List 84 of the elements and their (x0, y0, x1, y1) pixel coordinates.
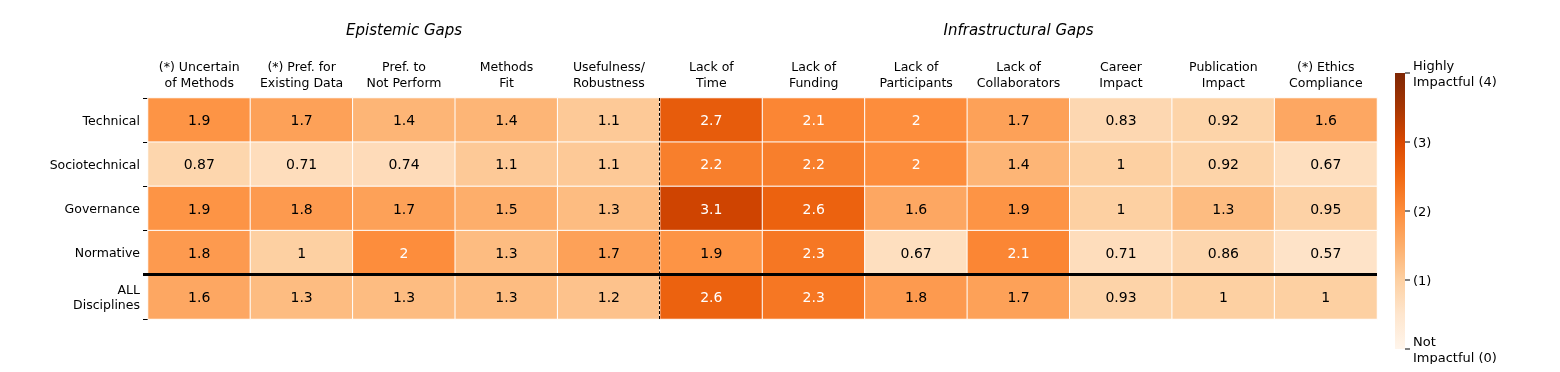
data-label: 1.7 (597, 244, 621, 261)
data-label: 1.6 (1314, 112, 1338, 129)
x-tick-label: Lack of Funding (788, 58, 839, 90)
data-label: 1 (1116, 156, 1126, 173)
data-label: 2.7 (700, 112, 723, 129)
x-tick-label: Lack of Collaborators (976, 58, 1061, 90)
data-label: 0.87 (183, 156, 215, 173)
data-label: 2.1 (1007, 244, 1030, 261)
data-label: 1.9 (188, 112, 211, 129)
data-label: 0.92 (1207, 156, 1239, 173)
data-label: 1.4 (1007, 156, 1030, 173)
data-label: 2.6 (802, 200, 825, 217)
data-label: 1.1 (597, 156, 621, 173)
color-bar-label: Highly Impactful (4) (1413, 57, 1497, 89)
data-label: 2.2 (802, 156, 825, 173)
color-bar-label: (3) (1413, 134, 1432, 150)
data-label: 1.3 (495, 288, 518, 305)
data-label: 1.1 (495, 156, 518, 173)
data-label: 1 (297, 244, 307, 261)
data-label: 2.6 (700, 288, 723, 305)
data-label: 3.1 (700, 200, 723, 217)
data-label: 0.71 (1105, 244, 1137, 261)
data-label: 1.7 (1007, 112, 1030, 129)
data-label: 1.7 (392, 200, 416, 217)
data-label: 0.93 (1105, 288, 1137, 305)
x-tick-label: Methods Fit (479, 58, 534, 90)
data-label: 2 (911, 112, 921, 129)
data-label: 2.3 (802, 244, 825, 261)
data-label: 0.67 (1310, 156, 1342, 173)
data-label: 1.2 (597, 288, 621, 305)
data-label: 1.6 (904, 200, 928, 217)
x-tick-label: Publication Impact (1189, 58, 1258, 90)
x-tick-label: Usefulness/ Robustness (572, 58, 646, 90)
data-label: 1 (1321, 288, 1331, 305)
x-tick-label: (*) Pref. for Existing Data (259, 58, 344, 90)
data-label: 1.3 (392, 288, 416, 305)
data-label: 0.57 (1310, 244, 1342, 261)
data-label: 1.4 (495, 112, 518, 129)
data-label: 0.92 (1207, 112, 1239, 129)
y-tick-label: ALL Disciplines (73, 281, 141, 312)
data-label: 1 (1218, 288, 1228, 305)
data-label: 0.71 (286, 156, 318, 173)
data-label: 0.86 (1207, 244, 1240, 261)
y-tick-label: Sociotechnical (49, 156, 140, 172)
color-bar-label: (1) (1413, 272, 1432, 288)
x-tick-label: (*) Uncertain of Methods (158, 58, 240, 90)
data-label: 2.1 (802, 112, 825, 129)
data-label: 2 (399, 244, 409, 261)
data-label: 2.3 (802, 288, 825, 305)
data-label: 1.4 (392, 112, 416, 129)
data-label: 1.8 (290, 200, 313, 217)
data-label: 1.7 (1007, 288, 1030, 305)
text: Epistemic Gaps (346, 20, 463, 39)
data-label: 2.2 (700, 156, 723, 173)
y-tick-label: Technical (81, 112, 140, 128)
x-tick-label: Career Impact (1099, 58, 1143, 90)
data-label: 1.7 (290, 112, 313, 129)
data-label: 0.74 (388, 156, 420, 173)
color-bar-label: Not Impactful (0) (1413, 333, 1497, 365)
data-label: 1.9 (700, 244, 723, 261)
data-label: 0.67 (900, 244, 932, 261)
y-tick-label: Governance (64, 201, 141, 216)
x-tick-label: Lack of Time (688, 58, 735, 90)
x-tick-label: Pref. to Not Perform (366, 58, 442, 90)
data-label: 1.3 (290, 288, 313, 305)
data-label: 0.83 (1105, 112, 1137, 129)
data-label: 1.8 (188, 244, 211, 261)
data-label: 1.9 (188, 200, 211, 217)
data-label: 1.8 (904, 288, 928, 305)
data-label: 1.3 (1212, 200, 1235, 217)
text: Infrastructural Gaps (943, 20, 1094, 39)
x-tick-label: (*) Ethics Compliance (1289, 58, 1363, 90)
data-label: 1.3 (495, 244, 518, 261)
data-label: 1.3 (597, 200, 621, 217)
color-bar-label: (2) (1413, 203, 1432, 219)
data-label: 1.9 (1007, 200, 1030, 217)
data-label: 1.1 (597, 112, 621, 129)
data-label: 1 (1116, 200, 1126, 217)
y-tick-label: Normative (74, 245, 141, 261)
data-label: 0.95 (1310, 200, 1342, 217)
data-label: 1.6 (188, 288, 211, 305)
x-tick-label: Lack of Participants (879, 58, 953, 90)
data-label: 2 (911, 156, 921, 173)
data-label: 1.5 (495, 200, 518, 217)
